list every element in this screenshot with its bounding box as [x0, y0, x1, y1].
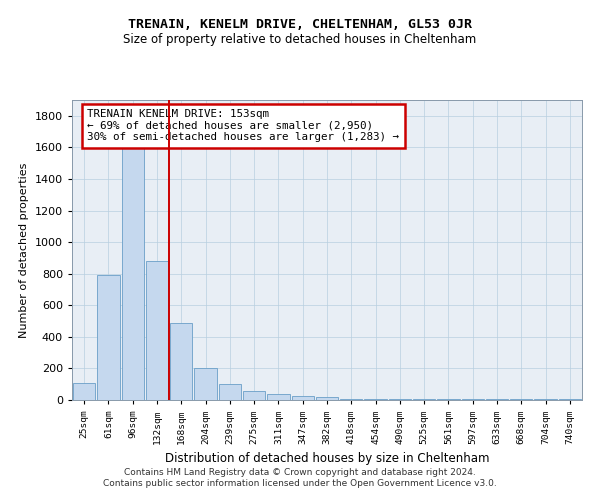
Text: Size of property relative to detached houses in Cheltenham: Size of property relative to detached ho… — [124, 32, 476, 46]
Bar — [97, 276, 119, 400]
Bar — [267, 394, 290, 400]
Text: Contains HM Land Registry data © Crown copyright and database right 2024.
Contai: Contains HM Land Registry data © Crown c… — [103, 468, 497, 487]
X-axis label: Distribution of detached houses by size in Cheltenham: Distribution of detached houses by size … — [165, 452, 489, 465]
Y-axis label: Number of detached properties: Number of detached properties — [19, 162, 29, 338]
Bar — [437, 399, 460, 400]
Bar — [316, 397, 338, 400]
Bar — [340, 399, 362, 400]
Bar — [461, 399, 484, 400]
Bar — [389, 399, 411, 400]
Bar — [218, 384, 241, 400]
Bar — [243, 390, 265, 400]
Bar — [364, 399, 387, 400]
Bar — [292, 396, 314, 400]
Bar — [413, 399, 436, 400]
Bar — [535, 399, 557, 400]
Bar — [486, 399, 508, 400]
Bar — [146, 261, 168, 400]
Bar — [170, 322, 193, 400]
Bar — [510, 399, 532, 400]
Bar — [559, 399, 581, 400]
Bar — [194, 368, 217, 400]
Bar — [122, 144, 144, 400]
Bar — [73, 382, 95, 400]
Text: TRENAIN KENELM DRIVE: 153sqm
← 69% of detached houses are smaller (2,950)
30% of: TRENAIN KENELM DRIVE: 153sqm ← 69% of de… — [88, 109, 400, 142]
Text: TRENAIN, KENELM DRIVE, CHELTENHAM, GL53 0JR: TRENAIN, KENELM DRIVE, CHELTENHAM, GL53 … — [128, 18, 472, 30]
